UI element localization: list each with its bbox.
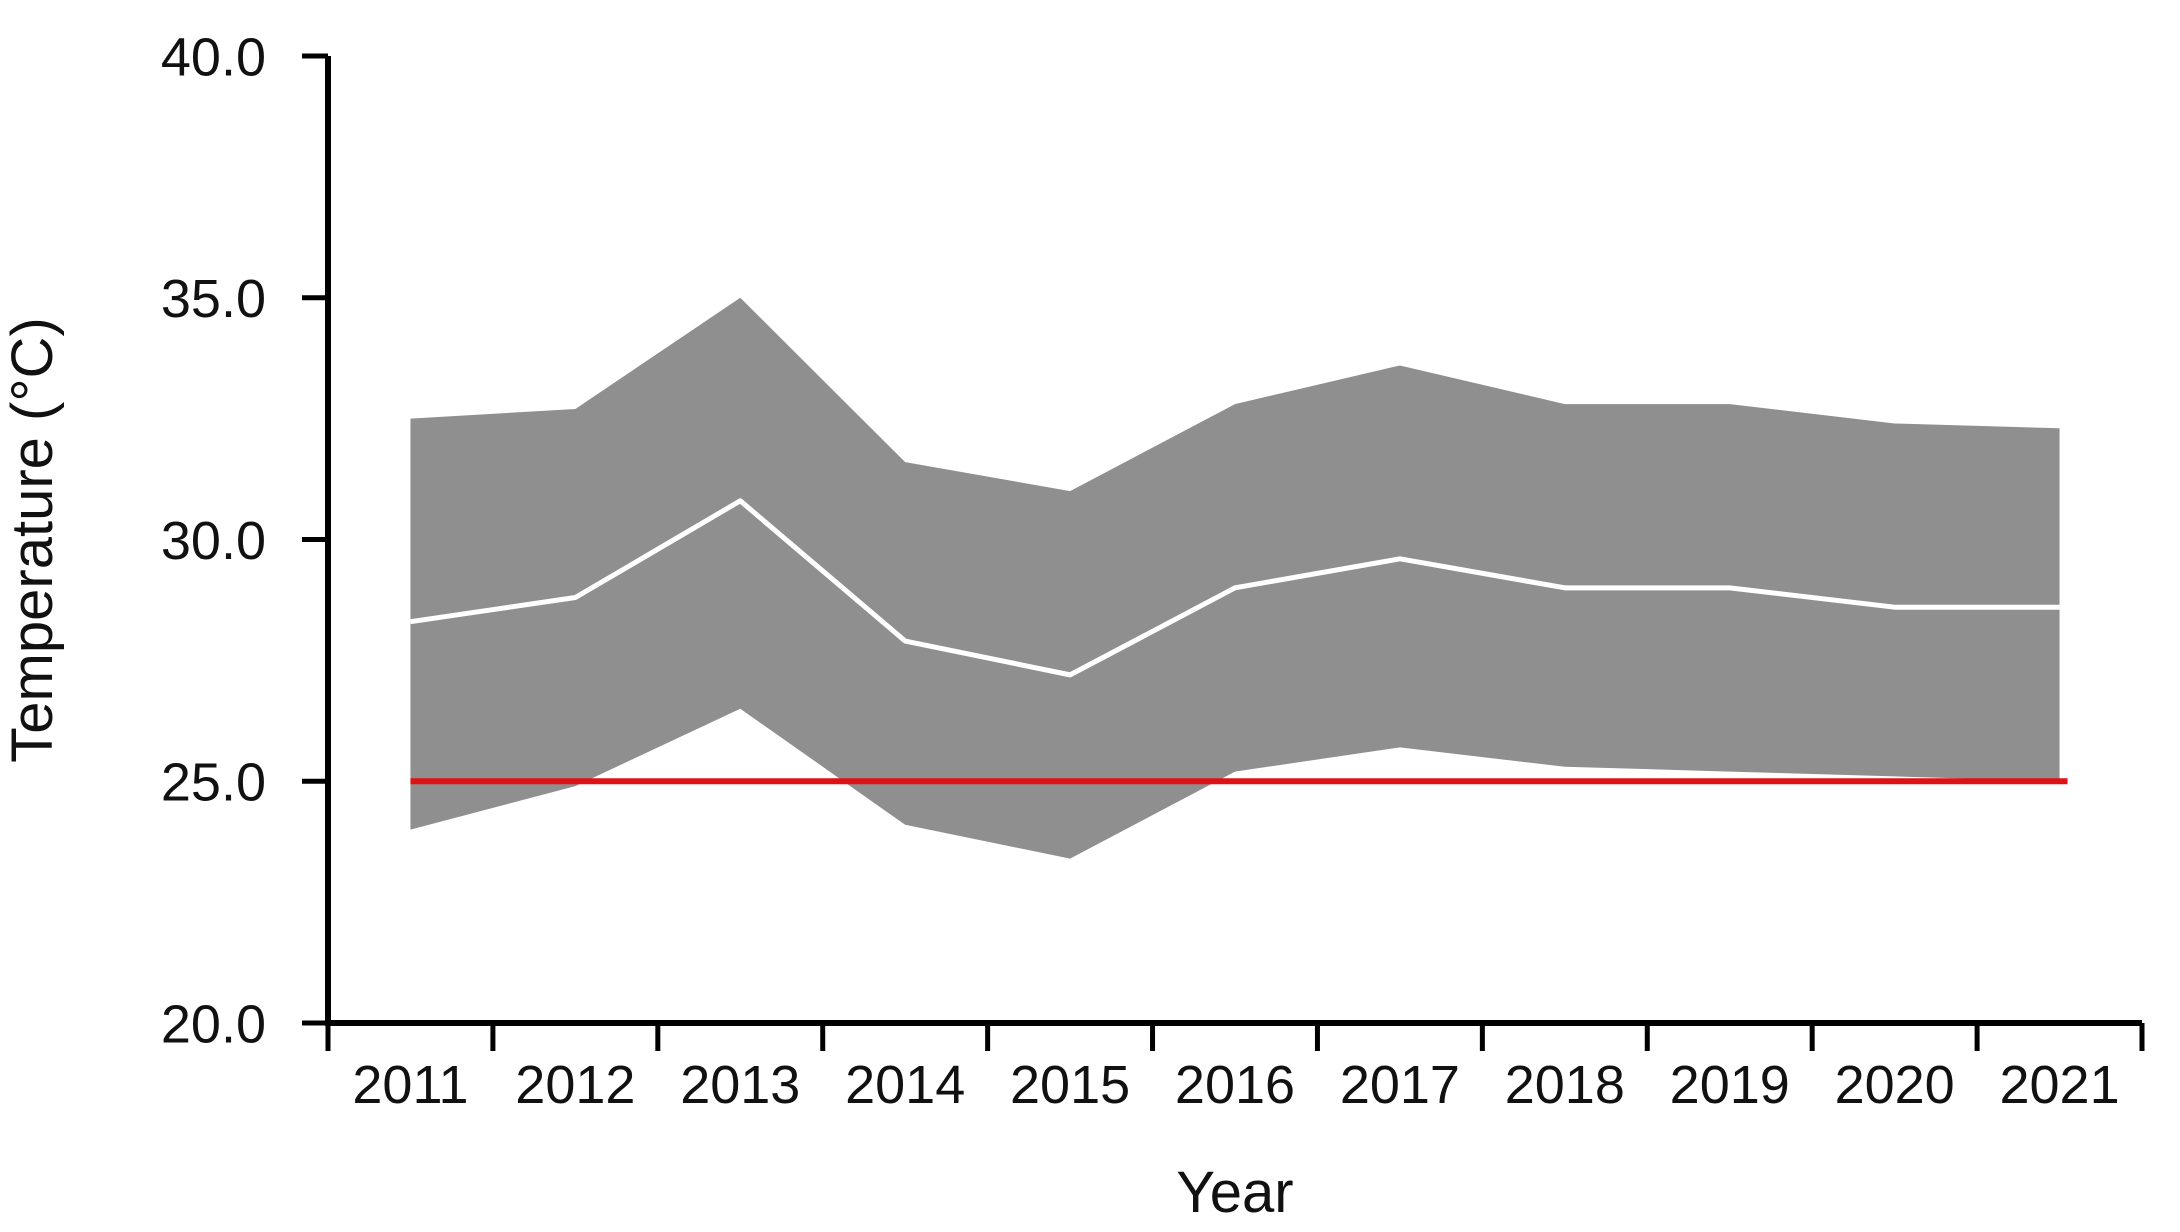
x-tick-label: 2017: [1340, 1055, 1460, 1115]
x-tick-label: 2019: [1670, 1055, 1790, 1115]
y-tick-label: 30.0: [161, 511, 266, 571]
x-tick-label: 2013: [680, 1055, 800, 1115]
x-tick-label: 2018: [1505, 1055, 1625, 1115]
y-tick-label: 25.0: [161, 753, 266, 813]
plot-area: [410, 297, 2068, 859]
y-tick-label: 35.0: [161, 269, 266, 329]
uncertainty-band: [410, 297, 2060, 859]
x-axis-title: Year: [1176, 1160, 1293, 1225]
y-tick-label: 40.0: [161, 27, 266, 87]
x-tick-label: 2021: [1999, 1055, 2119, 1115]
tick-labels: 20.0 25.0 30.0 35.0 40.0 2011 2012 2013 2014 2015…: [161, 27, 2120, 1115]
mean-line: [410, 498, 2060, 678]
x-tick-label: 2012: [515, 1055, 635, 1115]
x-tick-label: 2016: [1175, 1055, 1295, 1115]
axes: [302, 53, 2145, 1051]
x-tick-label: 2011: [352, 1055, 468, 1115]
y-tick-label: 20.0: [161, 994, 266, 1054]
x-tick-label: 2014: [845, 1055, 965, 1115]
x-tick-label: 2015: [1010, 1055, 1130, 1115]
y-axis-title: Temperature (°C): [0, 317, 65, 762]
x-tick-label: 2020: [1835, 1055, 1955, 1115]
